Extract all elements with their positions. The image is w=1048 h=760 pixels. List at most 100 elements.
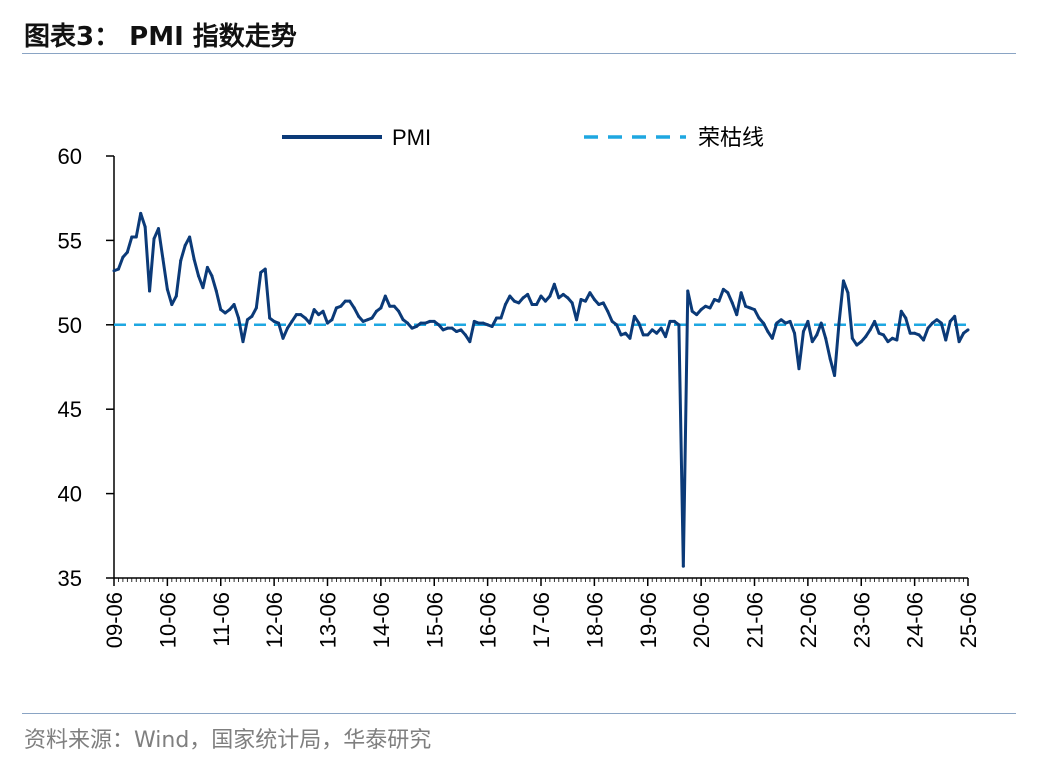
pmi-data-point [966,328,970,332]
pmi-data-point [241,340,245,344]
pmi-data-point [890,336,894,340]
pmi-data-point [810,340,814,344]
x-tick-label: 21-06 [743,592,768,648]
pmi-data-point [664,335,668,339]
pmi-data-point [610,319,614,323]
pmi-data-point [397,309,401,313]
pmi-data-point [935,318,939,322]
pmi-data-point [672,319,676,323]
pmi-data-point [881,333,885,337]
pmi-data-point [841,279,845,283]
pmi-data-point [326,321,329,325]
pmi-data-point [539,294,543,298]
x-tick-label: 12-06 [262,592,287,648]
pmi-data-point [495,316,499,320]
pmi-data-point [205,265,209,269]
pmi-data-point [450,326,454,330]
pmi-data-point [219,308,223,312]
pmi-data-point [245,318,249,322]
pmi-data-point [739,291,743,295]
pmi-data-point [735,313,739,317]
x-tick-label: 16-06 [476,592,501,648]
pmi-data-point [828,357,832,361]
pmi-data-point [530,303,534,307]
pmi-data-point [757,316,761,320]
pmi-data-point [237,316,241,320]
pmi-data-point [125,250,129,254]
pmi-data-point [197,274,201,278]
pmi-data-point [793,331,797,335]
pmi-data-point [548,294,552,298]
pmi-data-point [615,323,619,327]
pmi-data-point [179,259,183,263]
pmi-data-point [690,309,694,313]
pmi-data-point [143,225,147,229]
pmi-data-point [824,336,828,340]
pmi-data-point [317,313,321,317]
pmi-data-point [423,321,427,325]
source-note: 资料来源：Wind，国家统计局，华泰研究 [24,728,432,753]
pmi-data-point [330,318,334,322]
pmi-data-point [846,291,850,295]
pmi-data-point [383,294,387,298]
pmi-data-point [174,294,178,298]
pmi-data-point [704,304,708,308]
figure-title: 图表3： PMI 指数走势 [24,22,297,52]
y-tick-label: 55 [58,228,82,253]
pmi-data-point [575,318,579,322]
pmi-data-point [441,328,445,332]
pmi-data-point [406,321,410,325]
pmi-data-point [588,291,592,295]
pmi-data-point [655,331,659,335]
pmi-data-point [526,292,530,296]
pmi-data-point [695,313,699,317]
pmi-data-point [259,270,263,274]
pmi-data-point [681,564,685,568]
pmi-data-point [926,326,930,330]
pmi-data-point [388,304,392,308]
pmi-data-point [632,314,636,318]
pmi-data-point [201,286,205,290]
pmi-data-point [583,299,587,303]
pmi-data-point [343,299,347,303]
pmi-data-point [334,306,338,310]
pmi-data-point [677,323,681,327]
pmi-data-point [566,296,570,300]
pmi-data-point [646,333,650,337]
pmi-data-point [294,313,298,317]
pmi-data-point [414,324,418,328]
pmi-data-point [579,297,583,301]
pmi-data-point [619,333,623,337]
pmi-data-point [223,311,227,315]
x-tick-label: 13-06 [316,592,341,648]
pmi-data-point [637,321,641,325]
x-tick-label: 22-06 [796,592,821,648]
pmi-data-point [801,330,805,334]
pmi-data-point [290,319,294,323]
pmi-data-point [254,306,258,310]
pmi-data-point [210,274,214,278]
y-tick-label: 40 [58,482,82,507]
pmi-data-point [281,336,285,340]
pmi-data-point [744,304,748,308]
legend: PMI 荣枯线 [282,125,764,150]
pmi-data-point [819,321,823,325]
pmi-data-point [490,324,494,328]
pmi-data-point [592,297,596,301]
pmi-data-point [512,299,516,303]
pmi-data-point [357,314,361,318]
x-tick-label: 23-06 [849,592,874,648]
pmi-data-point [753,308,756,312]
pmi-data-point [917,333,921,337]
pmi-data-point [873,319,877,323]
pmi-data-point [277,321,281,325]
pmi-data-point [366,318,370,322]
pmi-data-point [352,306,356,310]
pmi-data-point [944,338,948,342]
x-tick-label: 15-06 [422,592,447,648]
pmi-data-point [503,303,507,307]
pmi-data-point [272,319,276,323]
pmi-data-point [268,316,272,320]
pmi-data-point [183,243,187,247]
pmi-data-point [148,289,152,293]
